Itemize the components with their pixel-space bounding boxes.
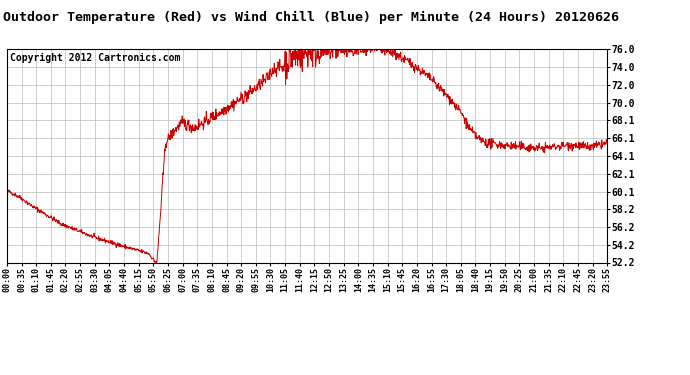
Text: Outdoor Temperature (Red) vs Wind Chill (Blue) per Minute (24 Hours) 20120626: Outdoor Temperature (Red) vs Wind Chill …	[3, 11, 620, 24]
Text: Copyright 2012 Cartronics.com: Copyright 2012 Cartronics.com	[10, 53, 180, 63]
